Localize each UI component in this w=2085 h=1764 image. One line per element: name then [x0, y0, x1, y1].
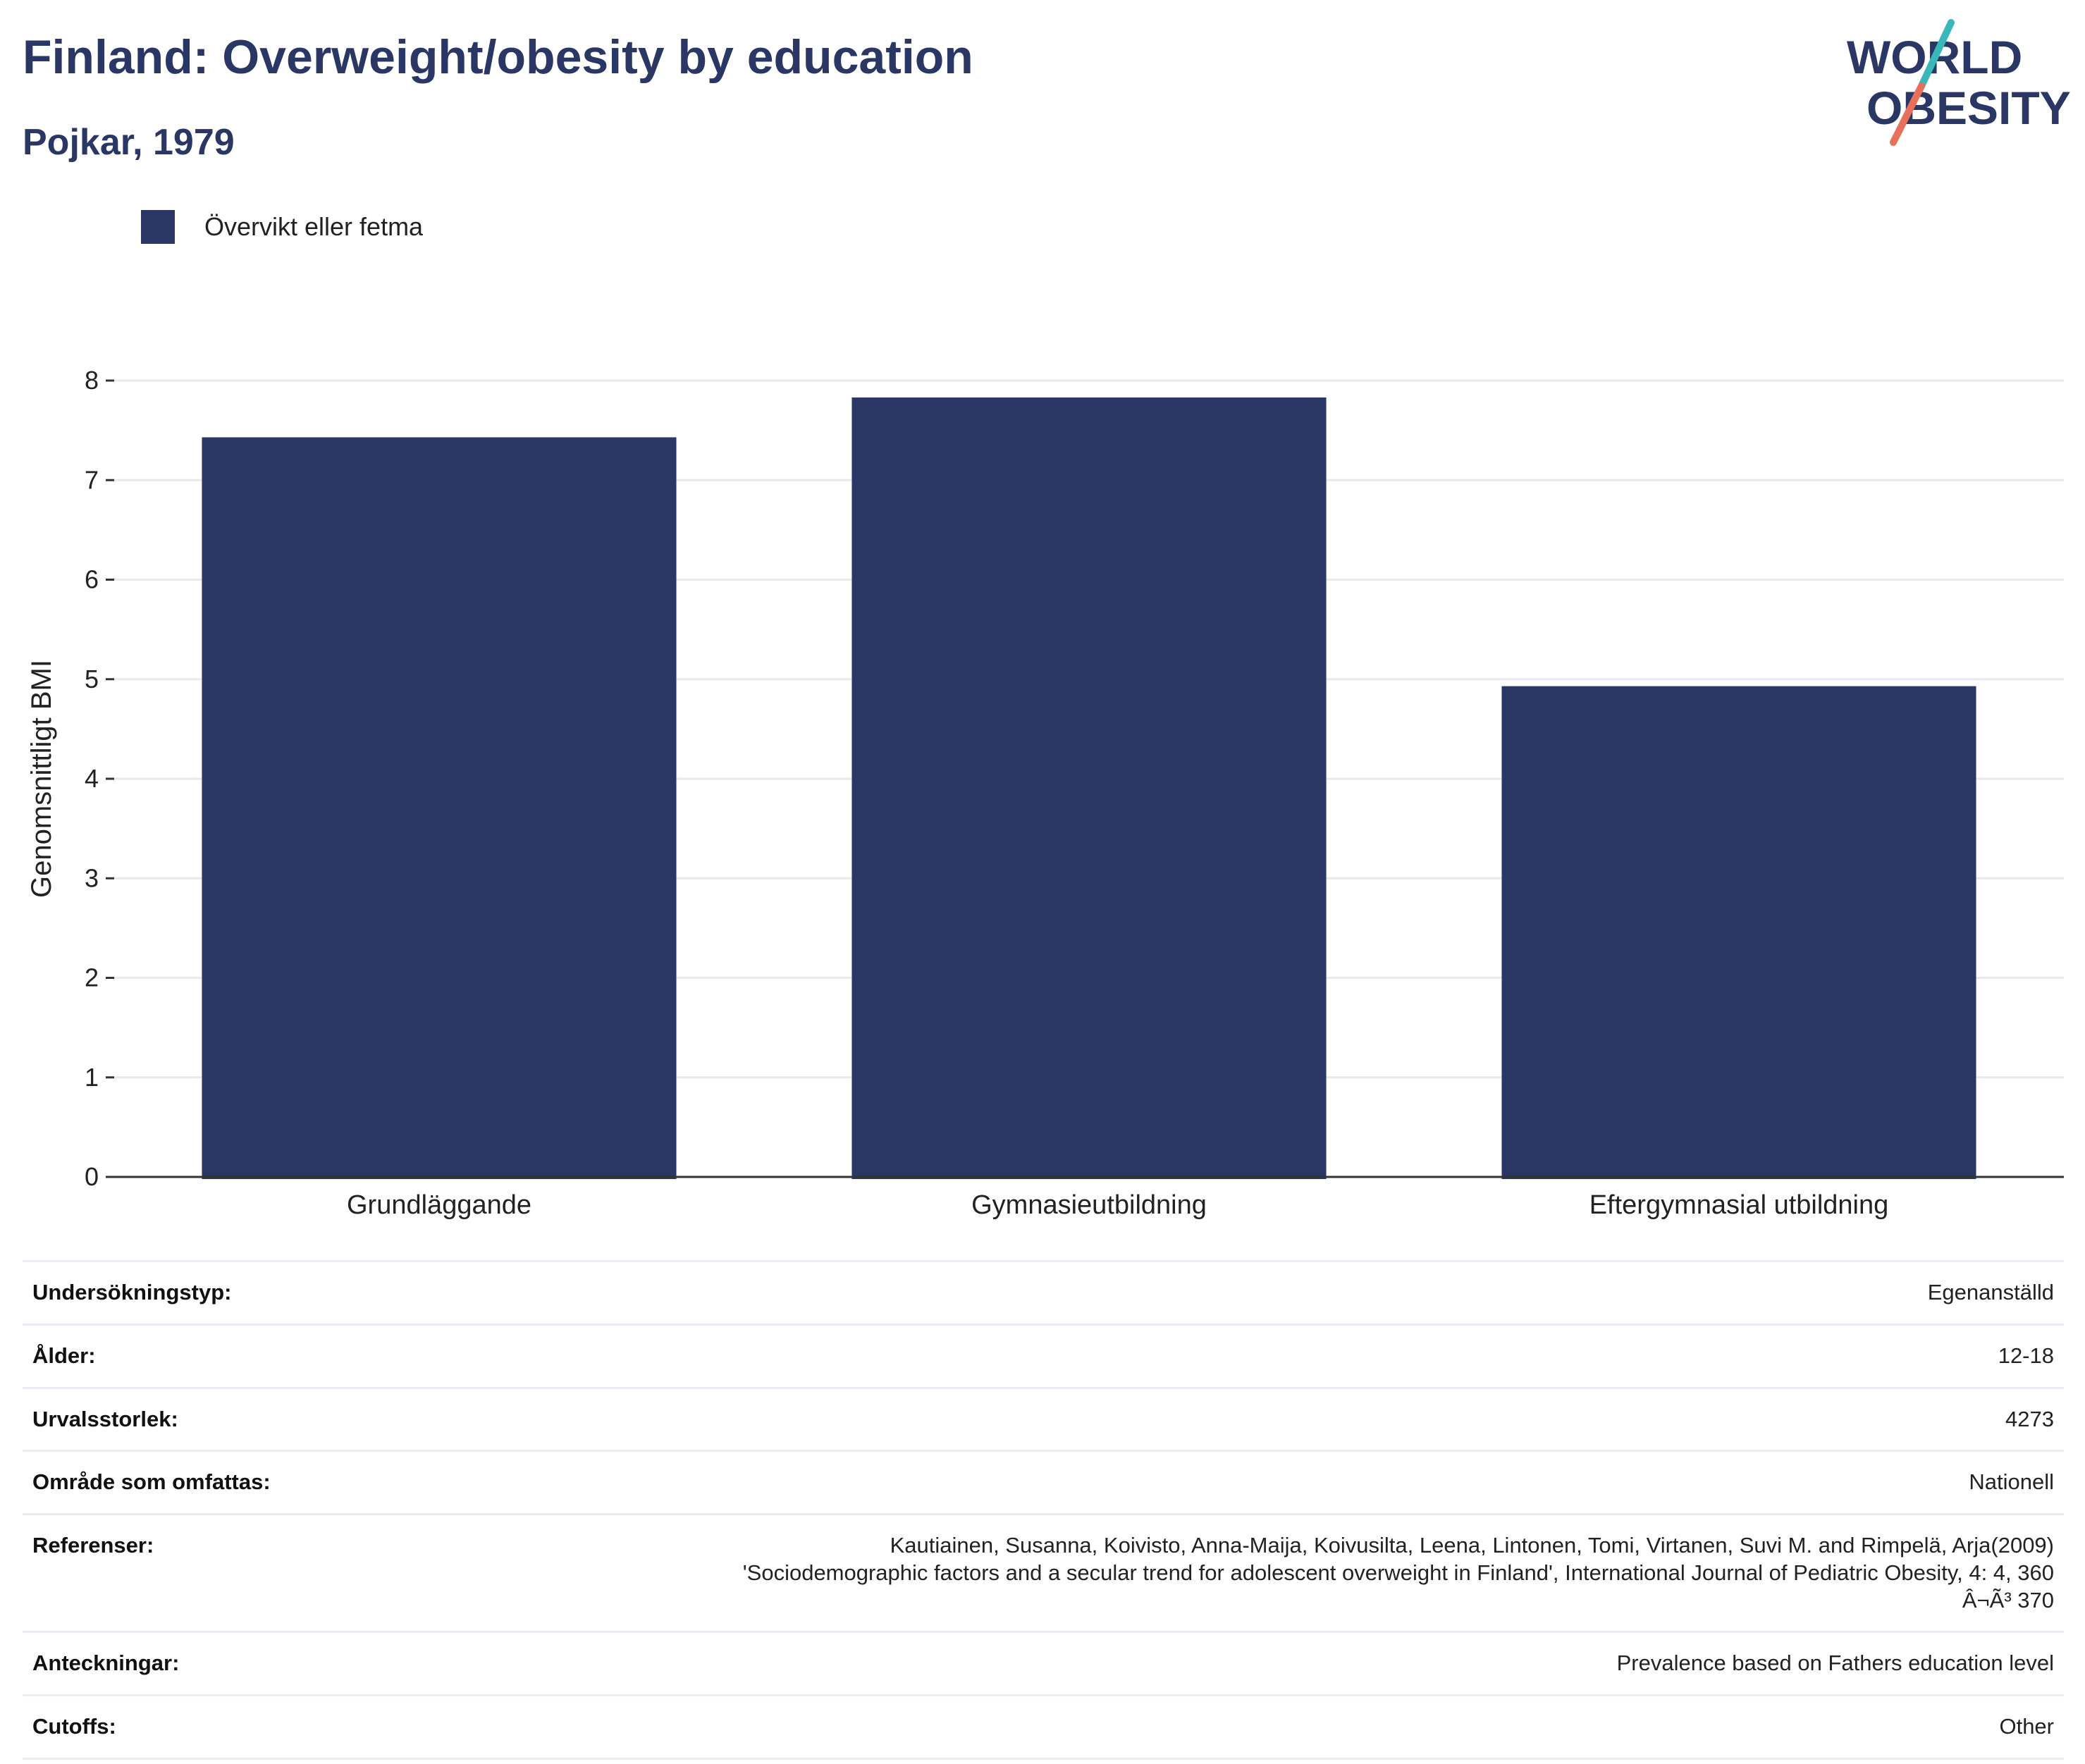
chart-subtitle: Pojkar, 1979 [23, 122, 235, 163]
meta-value-line: 4273 [2005, 1406, 2054, 1431]
meta-label: Anteckningar: [23, 1631, 354, 1696]
meta-value: Kautiainen, Susanna, Koivisto, Anna-Maij… [353, 1512, 2064, 1632]
meta-row: Referenser: Kautiainen, Susanna, Koivisto… [23, 1512, 2064, 1632]
meta-label: Område som omfattas: [23, 1450, 354, 1515]
meta-value-line: Kautiainen, Susanna, Koivisto, Anna-Maij… [890, 1533, 2054, 1558]
world-obesity-logo: WORLD OBESITY [1847, 19, 2071, 146]
y-tick-label: 8 [85, 366, 99, 395]
meta-row: Undersökningstyp: Egenanställd [23, 1260, 2064, 1325]
x-tick-label: Eftergymnasial utbildning [1589, 1190, 1889, 1220]
meta-label: Cutoffs: [23, 1694, 354, 1760]
meta-row: Område som omfattas: Nationell [23, 1450, 2064, 1515]
logo-word-obesity: OBESITY [1866, 82, 2071, 134]
meta-value-line: 12-18 [1998, 1343, 2054, 1368]
chart-title: Finland: Overweight/obesity by education [23, 30, 973, 84]
meta-label: Referenser: [23, 1512, 354, 1632]
bar-chart: 0 1 2 3 4 5 6 7 8 Genomsnittligt BMI Grundläggande… [26, 366, 2064, 1220]
meta-value: 12-18 [353, 1323, 2064, 1388]
y-tick-label: 3 [85, 863, 99, 892]
meta-value-line: Â¬Ã³ 370 [1962, 1587, 2054, 1612]
meta-value-line: Other [1999, 1714, 2054, 1739]
bar [202, 437, 677, 1180]
logo-teal-slash [1918, 19, 1955, 90]
legend: Övervikt eller fetma [141, 207, 423, 247]
y-tick-label: 4 [85, 764, 99, 793]
meta-value: Nationell [353, 1450, 2064, 1515]
meta-row: Urvalsstorlek: 4273 [23, 1386, 2064, 1451]
meta-value: Other [353, 1694, 2064, 1760]
y-tick-label: 2 [85, 963, 99, 992]
meta-value: Egenanställd [353, 1260, 2064, 1325]
y-tick-label: 1 [85, 1063, 99, 1092]
meta-label: Urvalsstorlek: [23, 1386, 354, 1451]
logo-coral-slash [1890, 82, 1925, 146]
x-tick-label: Grundläggande [347, 1190, 531, 1220]
meta-value-line: Prevalence based on Fathers education le… [1616, 1651, 2054, 1676]
y-tick-label: 0 [85, 1162, 99, 1191]
meta-label: Ålder: [23, 1323, 354, 1388]
meta-row: Ålder: 12-18 [23, 1323, 2064, 1388]
meta-value: Prevalence based on Fathers education le… [353, 1631, 2064, 1696]
bar [1501, 686, 1976, 1179]
meta-row: Cutoffs: Other [23, 1694, 2064, 1760]
meta-row: Anteckningar: Prevalence based on Fathers… [23, 1631, 2064, 1696]
legend-label: Övervikt eller fetma [204, 212, 424, 241]
meta-value-line: 'Sociodemographic factors and a secular … [742, 1560, 2054, 1585]
legend-swatch [141, 210, 175, 244]
y-axis-title: Genomsnittligt BMI [26, 660, 57, 898]
y-tick-label: 5 [85, 665, 99, 693]
y-tick-label: 7 [85, 465, 99, 494]
meta-value-line: Nationell [1969, 1469, 2054, 1495]
meta-label: Undersökningstyp: [23, 1260, 354, 1325]
x-tick-label: Gymnasieutbildning [971, 1190, 1207, 1220]
bar [851, 397, 1327, 1180]
meta-value-line: Egenanställd [1927, 1280, 2054, 1305]
metadata-table: Undersökningstyp: Egenanställd Ålder: 12-18… [23, 1260, 2064, 1760]
y-tick-label: 6 [85, 565, 99, 594]
meta-value: 4273 [353, 1386, 2064, 1451]
